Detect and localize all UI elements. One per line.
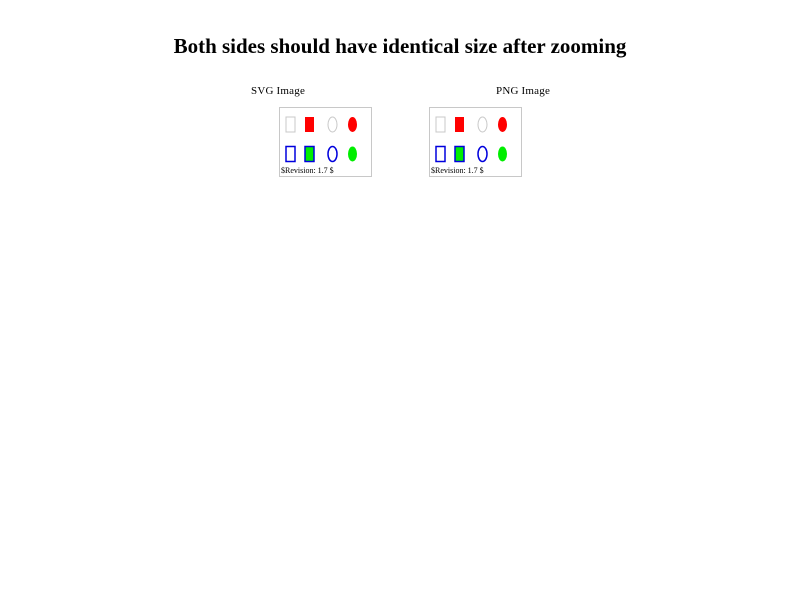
blue-outline-ellipse	[327, 145, 338, 163]
png-image-panel: $Revision: 1.7 $	[429, 107, 522, 177]
page-title: Both sides should have identical size af…	[173, 34, 627, 58]
gray-outline-ellipse	[327, 116, 338, 133]
green-blue-rect	[454, 145, 465, 163]
gray-outline-rect	[435, 116, 446, 133]
red-filled-rect	[455, 117, 464, 132]
svg-image-panel: $Revision: 1.7 $	[279, 107, 372, 177]
blue-outline-rect	[435, 145, 446, 163]
green-blue-rect	[304, 145, 315, 163]
red-filled-ellipse	[348, 117, 357, 132]
green-filled-ellipse	[348, 146, 357, 162]
blue-outline-rect	[285, 145, 296, 163]
gray-outline-rect	[285, 116, 296, 133]
png-test-graphic	[435, 116, 507, 163]
green-filled-ellipse	[498, 146, 507, 162]
red-filled-ellipse	[498, 117, 507, 132]
svg-image-caption: SVG Image	[251, 85, 306, 97]
svg-test-graphic	[285, 116, 357, 163]
red-filled-rect	[305, 117, 314, 132]
revision-label: $Revision: 1.7 $	[281, 166, 334, 175]
png-image-caption: PNG Image	[496, 85, 551, 97]
revision-label: $Revision: 1.7 $	[431, 166, 484, 175]
blue-outline-ellipse	[477, 145, 488, 163]
gray-outline-ellipse	[477, 116, 488, 133]
